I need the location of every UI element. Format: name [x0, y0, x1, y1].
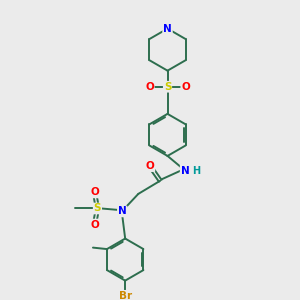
Text: H: H	[192, 166, 200, 176]
Text: N: N	[181, 166, 189, 176]
Text: S: S	[94, 203, 101, 214]
Text: O: O	[90, 188, 99, 197]
Text: O: O	[146, 161, 154, 171]
Text: O: O	[145, 82, 154, 92]
Text: S: S	[164, 82, 171, 92]
Text: O: O	[90, 220, 99, 230]
Text: N: N	[118, 206, 127, 216]
Text: O: O	[181, 82, 190, 92]
Text: N: N	[163, 24, 172, 34]
Text: Br: Br	[118, 291, 132, 300]
